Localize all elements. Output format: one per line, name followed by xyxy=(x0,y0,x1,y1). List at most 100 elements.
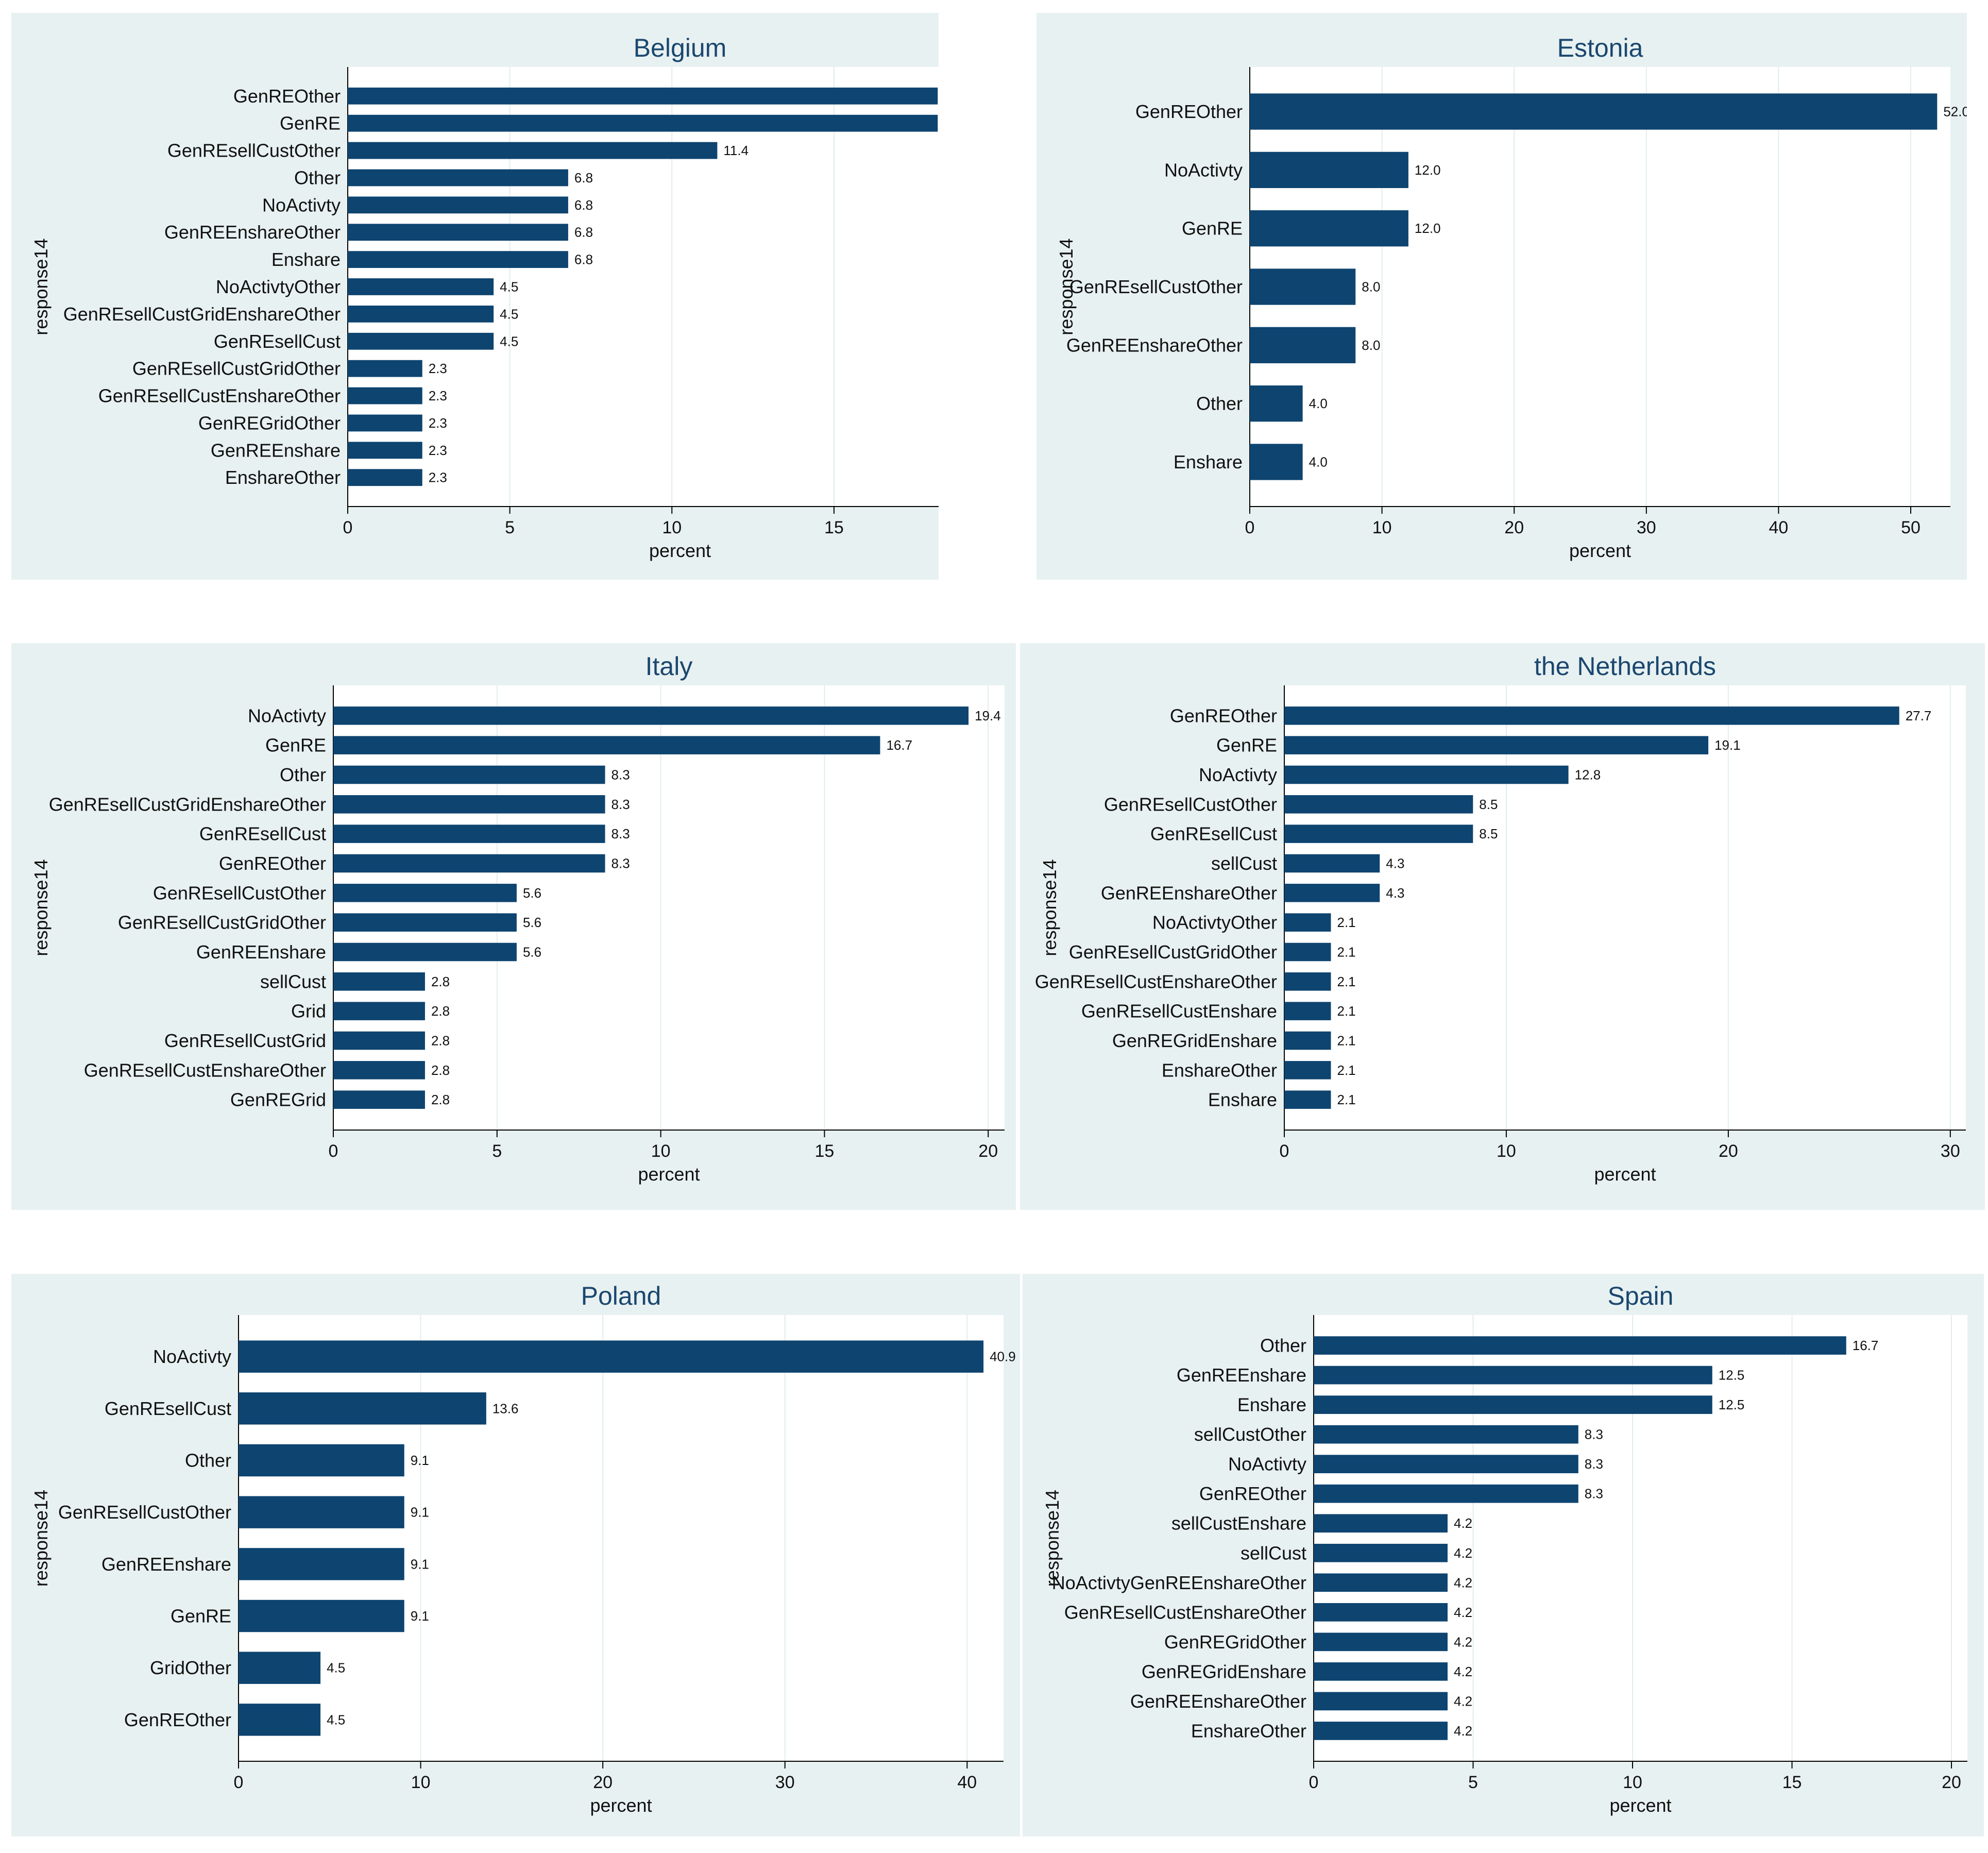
bar xyxy=(333,972,425,991)
category-label: GridOther xyxy=(150,1657,231,1678)
category-label: sellCust xyxy=(1241,1542,1306,1563)
bar-value-label: 6.8 xyxy=(574,170,593,186)
category-label: Enshare xyxy=(1174,451,1243,473)
bar-value-label: 2.3 xyxy=(429,443,447,458)
category-label: GenREOther xyxy=(1135,101,1243,122)
y-axis-label: response14 xyxy=(1039,859,1060,956)
bar-value-label: 8.0 xyxy=(1362,338,1380,353)
bar xyxy=(333,1002,425,1020)
x-tick-label: 15 xyxy=(1782,1773,1802,1792)
bar xyxy=(1314,1632,1448,1652)
category-label: EnshareOther xyxy=(1162,1059,1277,1081)
category-label: NoActivtyOther xyxy=(1152,912,1277,933)
bar xyxy=(239,1652,321,1684)
category-label: Enshare xyxy=(271,249,341,270)
x-tick-label: 0 xyxy=(1309,1773,1319,1792)
bar xyxy=(1250,93,1938,130)
category-label: Enshare xyxy=(1208,1089,1277,1110)
bar xyxy=(1284,1090,1331,1109)
category-label: GenRE xyxy=(1182,218,1243,239)
bar xyxy=(1284,1031,1331,1050)
bar-value-label: 8.5 xyxy=(1479,797,1498,812)
bar xyxy=(1250,327,1356,363)
category-label: GenREGridOther xyxy=(1164,1631,1306,1653)
category-label: GenREsellCust xyxy=(199,823,326,845)
category-label: GenREsellCustOther xyxy=(153,882,326,903)
bar-value-label: 4.0 xyxy=(1309,396,1328,411)
bar-value-label: 4.5 xyxy=(500,279,518,295)
bar-value-label: 4.2 xyxy=(1454,1605,1472,1620)
bar-value-label: 2.1 xyxy=(1337,1063,1355,1078)
bar xyxy=(1284,884,1380,902)
category-label: NoActivty xyxy=(1164,159,1243,180)
bar xyxy=(333,706,969,725)
bar-value-label: 8.5 xyxy=(1479,826,1498,841)
bar-value-label: 8.3 xyxy=(1585,1427,1603,1442)
category-label: NoActivty xyxy=(262,194,341,215)
bar-value-label: 4.2 xyxy=(1454,1545,1472,1561)
bar-value-label: 9.1 xyxy=(411,1453,429,1468)
bar xyxy=(1250,268,1356,305)
x-tick-label: 30 xyxy=(1637,518,1656,537)
x-tick-label: 40 xyxy=(957,1773,977,1792)
bar xyxy=(348,251,568,268)
bar xyxy=(348,332,494,350)
bar xyxy=(333,1031,425,1050)
x-tick-label: 20 xyxy=(1942,1773,1961,1792)
bar xyxy=(333,884,517,902)
category-label: GenREsellCustOther xyxy=(1104,794,1277,815)
chart-title: Poland xyxy=(581,1282,661,1310)
bar xyxy=(1250,444,1303,480)
category-label: Other xyxy=(1196,393,1243,414)
bar xyxy=(348,387,422,405)
bar xyxy=(1314,1336,1846,1355)
bar-value-label: 4.3 xyxy=(1386,885,1404,901)
bar-value-label: 4.2 xyxy=(1454,1515,1472,1531)
chart-panel-poland: 40.9 NoActivty 13.6 GenREsellCust 9.1 Other 9.… xyxy=(11,1274,1020,1837)
bar-value-label: 2.8 xyxy=(431,974,450,989)
category-label: GenREEnshare xyxy=(101,1554,231,1575)
y-axis-label: response14 xyxy=(30,859,52,956)
bar xyxy=(239,1496,404,1528)
category-label: GenREsellCust xyxy=(105,1398,231,1419)
bar xyxy=(333,942,517,962)
chart-panel-italy: 19.4 NoActivty 16.7 GenRE 8.3 Other 8.3 GenREse… xyxy=(11,643,1016,1210)
bar xyxy=(1284,913,1331,932)
category-label: GenREsellCustGridEnshareOther xyxy=(49,794,326,815)
chart-panel-estonia: 52.0 GenREOther 12.0 NoActivty 12.0 GenRE 8.0 G… xyxy=(1037,13,1967,580)
category-label: GenREsellCustOther xyxy=(58,1502,231,1523)
category-label: GenREsellCustOther xyxy=(1069,276,1243,297)
category-label: GenREsellCustEnshareOther xyxy=(84,1059,326,1081)
bar-value-label: 4.0 xyxy=(1309,454,1328,469)
category-label: Enshare xyxy=(1237,1394,1306,1416)
x-tick-label: 15 xyxy=(815,1141,835,1161)
category-label: GenREEnshareOther xyxy=(1101,882,1277,903)
bar xyxy=(1314,1603,1448,1622)
bar xyxy=(239,1548,404,1580)
category-label: GenREOther xyxy=(233,86,341,107)
bar-value-label: 2.1 xyxy=(1337,1003,1355,1019)
y-axis-label: response14 xyxy=(30,238,52,335)
category-label: GenREsellCustEnshareOther xyxy=(98,385,341,407)
x-tick-label: 10 xyxy=(1372,518,1392,537)
bar xyxy=(1314,1722,1448,1740)
category-label: GenREsellCust xyxy=(1150,823,1277,845)
bar xyxy=(1284,972,1331,991)
category-label: Other xyxy=(185,1450,231,1471)
plot-area xyxy=(1250,67,1950,507)
category-label: GenREsellCustGridEnshareOther xyxy=(63,304,341,325)
bar-value-label: 5.6 xyxy=(523,885,541,901)
category-label: GenREsellCustGridOther xyxy=(118,912,326,933)
plot-area xyxy=(333,685,1005,1130)
bar xyxy=(333,765,605,784)
chart-svg: 27.7 GenREOther 19.1 GenRE 12.8 NoActivty 8.5 G… xyxy=(1020,643,1985,1210)
x-tick-label: 0 xyxy=(1280,1141,1289,1161)
bar xyxy=(333,1090,425,1109)
category-label: GenRE xyxy=(265,735,326,756)
category-label: GenRE xyxy=(1216,735,1277,756)
category-label: EnshareOther xyxy=(225,467,341,488)
category-label: GenREEnshare xyxy=(211,440,341,461)
bar xyxy=(1314,1484,1578,1503)
bar-value-label: 2.8 xyxy=(431,1033,450,1048)
category-label: GenREsellCustEnshareOther xyxy=(1035,971,1277,992)
